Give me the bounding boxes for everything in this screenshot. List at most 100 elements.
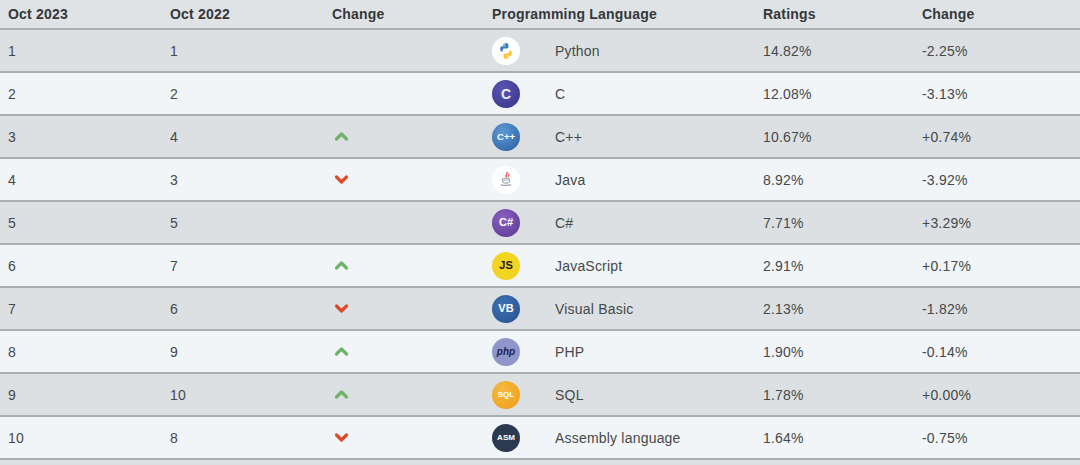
rank-change-cell bbox=[332, 303, 492, 314]
visual-basic-icon: VB bbox=[492, 295, 520, 323]
cpp-icon: C++ bbox=[492, 123, 520, 151]
table-bottom-edge bbox=[0, 458, 1080, 465]
language-name: PHP bbox=[555, 344, 763, 360]
ratings-change-value: -1.82% bbox=[922, 301, 1080, 317]
down-arrow-icon bbox=[334, 432, 349, 443]
rank-previous: 9 bbox=[170, 344, 332, 360]
language-name: C++ bbox=[555, 129, 763, 145]
language-name: JavaScript bbox=[555, 258, 763, 274]
sql-icon: SQL bbox=[492, 381, 520, 409]
header-programming-language: Programming Language bbox=[492, 6, 763, 22]
rank-change-cell bbox=[332, 260, 492, 271]
language-name: Python bbox=[555, 43, 763, 59]
ratings-change-value: -0.14% bbox=[922, 344, 1080, 360]
rank-previous: 2 bbox=[170, 86, 332, 102]
up-arrow-icon bbox=[334, 260, 349, 271]
rank-current: 9 bbox=[8, 387, 170, 403]
language-name: Java bbox=[555, 172, 763, 188]
ratings-change-value: +0.00% bbox=[922, 387, 1080, 403]
ratings-value: 10.67% bbox=[763, 129, 922, 145]
up-arrow-icon bbox=[334, 389, 349, 400]
rank-change-cell bbox=[332, 389, 492, 400]
table-row: 7 6 VB bbox=[0, 286, 1080, 329]
table-row: 9 10 SQ bbox=[0, 372, 1080, 415]
language-icon-text: C++ bbox=[497, 132, 515, 142]
rank-change-cell bbox=[332, 131, 492, 142]
rank-previous: 7 bbox=[170, 258, 332, 274]
rank-previous: 8 bbox=[170, 430, 332, 446]
rank-previous: 3 bbox=[170, 172, 332, 188]
language-name: C bbox=[555, 86, 763, 102]
up-arrow-icon bbox=[334, 346, 349, 357]
language-icon-text: php bbox=[497, 347, 515, 357]
rank-current: 2 bbox=[8, 86, 170, 102]
ratings-value: 1.90% bbox=[763, 344, 922, 360]
up-arrow-icon bbox=[334, 131, 349, 142]
rank-change-cell bbox=[332, 346, 492, 357]
table-row: 10 8 AS bbox=[0, 415, 1080, 458]
language-icon-cell: C# bbox=[492, 209, 555, 237]
ratings-value: 2.13% bbox=[763, 301, 922, 317]
rank-current: 8 bbox=[8, 344, 170, 360]
rank-current: 4 bbox=[8, 172, 170, 188]
rank-previous: 4 bbox=[170, 129, 332, 145]
java-logo-icon bbox=[496, 170, 516, 190]
ratings-value: 2.91% bbox=[763, 258, 922, 274]
language-icon-text: JS bbox=[499, 260, 512, 271]
language-icon-cell: C++ bbox=[492, 123, 555, 151]
header-oct-2023: Oct 2023 bbox=[8, 6, 170, 22]
assembly-icon: ASM bbox=[492, 424, 520, 452]
language-ranking-table: Oct 2023 Oct 2022 Change Programming Lan… bbox=[0, 0, 1080, 465]
javascript-icon: JS bbox=[492, 252, 520, 280]
table-row: 5 5 C# bbox=[0, 200, 1080, 243]
table-row: 1 1 bbox=[0, 28, 1080, 71]
table-row: 3 4 C++ bbox=[0, 114, 1080, 157]
down-arrow-icon bbox=[334, 174, 349, 185]
language-icon-cell bbox=[492, 166, 555, 194]
rank-current: 5 bbox=[8, 215, 170, 231]
ratings-value: 1.64% bbox=[763, 430, 922, 446]
table-row: 4 3 bbox=[0, 157, 1080, 200]
ratings-value: 1.78% bbox=[763, 387, 922, 403]
language-icon-cell: php bbox=[492, 338, 555, 366]
table-header: Oct 2023 Oct 2022 Change Programming Lan… bbox=[0, 0, 1080, 28]
c-icon: C bbox=[492, 80, 520, 108]
ratings-change-value: -0.75% bbox=[922, 430, 1080, 446]
language-name: Visual Basic bbox=[555, 301, 763, 317]
rank-change-cell bbox=[332, 432, 492, 443]
ratings-change-value: +0.17% bbox=[922, 258, 1080, 274]
ratings-value: 14.82% bbox=[763, 43, 922, 59]
header-ratings-change: Change bbox=[922, 6, 1080, 22]
rank-change-cell bbox=[332, 174, 492, 185]
rank-previous: 6 bbox=[170, 301, 332, 317]
python-icon bbox=[492, 37, 520, 65]
rank-previous: 5 bbox=[170, 215, 332, 231]
language-name: SQL bbox=[555, 387, 763, 403]
table-row: 6 7 JS bbox=[0, 243, 1080, 286]
language-name: C# bbox=[555, 215, 763, 231]
language-icon-text: ASM bbox=[497, 434, 515, 442]
ratings-change-value: -2.25% bbox=[922, 43, 1080, 59]
language-icon-cell: C bbox=[492, 80, 555, 108]
header-ratings: Ratings bbox=[763, 6, 922, 22]
language-icon-cell: SQL bbox=[492, 381, 555, 409]
language-icon-cell: ASM bbox=[492, 424, 555, 452]
ratings-value: 12.08% bbox=[763, 86, 922, 102]
rank-current: 10 bbox=[8, 430, 170, 446]
language-icon-cell: VB bbox=[492, 295, 555, 323]
rank-previous: 1 bbox=[170, 43, 332, 59]
rank-current: 1 bbox=[8, 43, 170, 59]
language-icon-text: C# bbox=[499, 217, 513, 228]
ratings-change-value: -3.92% bbox=[922, 172, 1080, 188]
table-body: 1 1 bbox=[0, 28, 1080, 458]
language-icon-text: SQL bbox=[498, 391, 514, 399]
ratings-change-value: -3.13% bbox=[922, 86, 1080, 102]
ratings-change-value: +0.74% bbox=[922, 129, 1080, 145]
python-logo-icon bbox=[496, 41, 516, 61]
rank-current: 6 bbox=[8, 258, 170, 274]
rank-previous: 10 bbox=[170, 387, 332, 403]
rank-current: 3 bbox=[8, 129, 170, 145]
java-icon bbox=[492, 166, 520, 194]
down-arrow-icon bbox=[334, 303, 349, 314]
language-icon-cell: JS bbox=[492, 252, 555, 280]
